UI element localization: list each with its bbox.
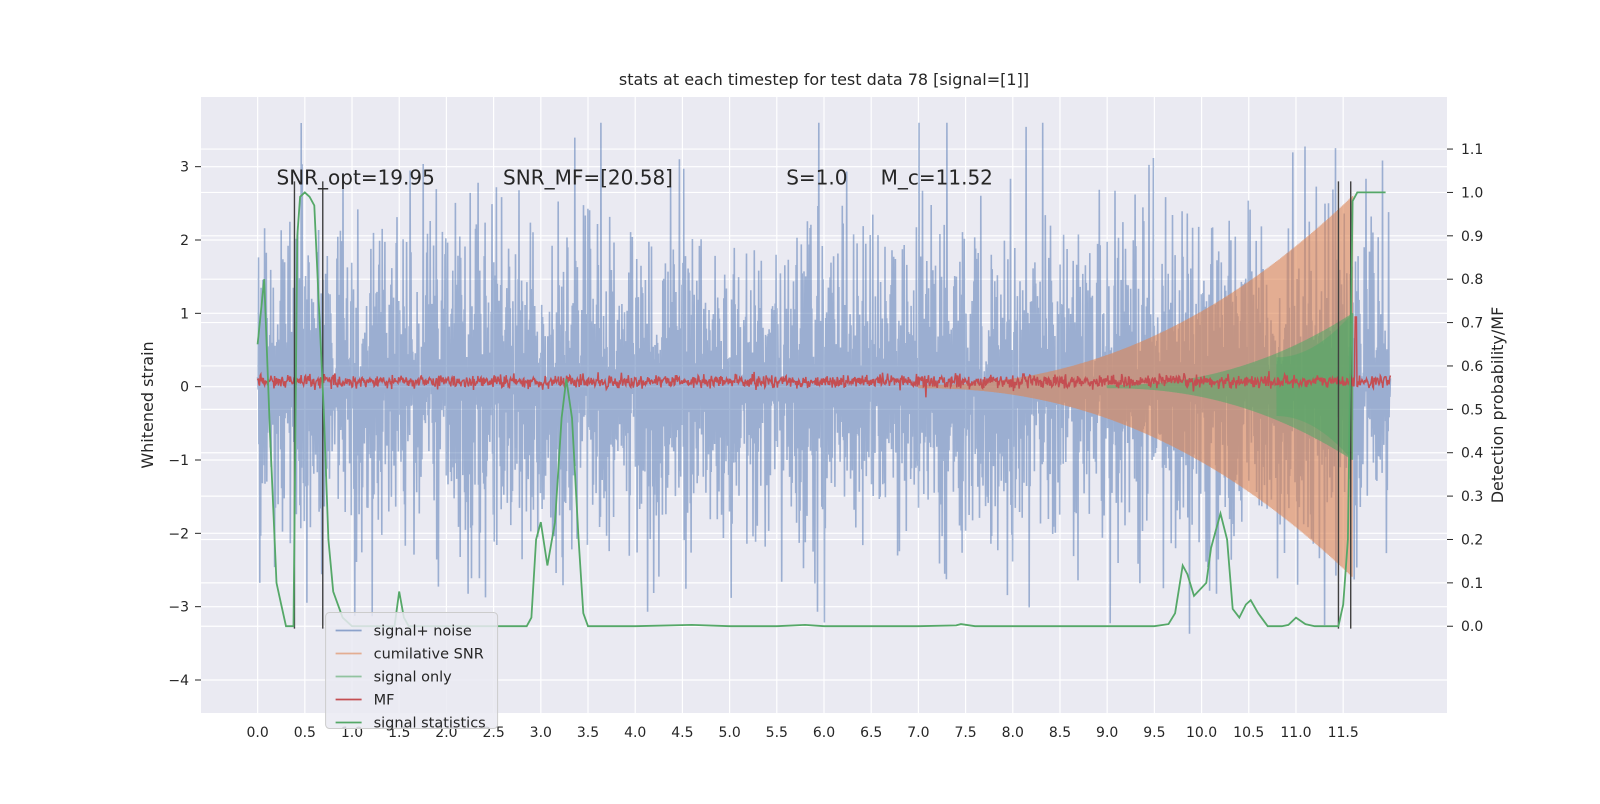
x-tick-label: 4.5 bbox=[671, 725, 693, 741]
x-tick-label: 11.0 bbox=[1280, 725, 1311, 741]
y2-tick-label: 0.6 bbox=[1461, 359, 1483, 375]
y2-tick-label: 1.0 bbox=[1461, 185, 1483, 201]
y2-tick-label: 0.1 bbox=[1461, 576, 1483, 592]
x-tick-label: 5.5 bbox=[766, 725, 788, 741]
x-tick-label: 5.0 bbox=[718, 725, 740, 741]
legend-label: cumilative SNR bbox=[374, 647, 484, 663]
x-tick-label: 4.0 bbox=[624, 725, 646, 741]
annotation-3: M_c=11.52 bbox=[881, 166, 993, 190]
y2-tick-label: 0.2 bbox=[1461, 532, 1483, 548]
x-tick-label: 6.5 bbox=[860, 725, 882, 741]
y-tick-label: −4 bbox=[168, 673, 189, 689]
x-tick-label: 0.5 bbox=[294, 725, 316, 741]
annotations: SNR_opt=19.95 SNR_MF=[20.58] S=1.0 M_c=11.5… bbox=[277, 166, 993, 190]
legend: signal+ noise cumilative SNR signal only MF… bbox=[325, 612, 499, 732]
y-tick-label: 3 bbox=[180, 160, 189, 176]
legend-label: MF bbox=[374, 693, 395, 709]
x-tick-label: 6.0 bbox=[813, 725, 835, 741]
y2-tick-label: 0.8 bbox=[1461, 272, 1483, 288]
x-tick-label: 3.5 bbox=[577, 725, 599, 741]
x-tick-label: 10.0 bbox=[1186, 725, 1217, 741]
series-mf-line bbox=[256, 316, 1392, 398]
legend-label: signal+ noise bbox=[374, 624, 472, 640]
y2-tick-label: 0.9 bbox=[1461, 229, 1483, 245]
x-tick-label: 10.5 bbox=[1233, 725, 1264, 741]
y-axis-label: Whitened strain bbox=[138, 341, 157, 468]
y2-tick-label: 0.5 bbox=[1461, 402, 1483, 418]
legend-box bbox=[325, 612, 499, 730]
legend-label: signal only bbox=[374, 670, 453, 686]
y-tick-label: 2 bbox=[180, 233, 189, 249]
x-tick-label: 7.0 bbox=[907, 725, 929, 741]
y2-tick-label: 0.4 bbox=[1461, 446, 1483, 462]
y-tick-label: 0 bbox=[180, 380, 189, 396]
y2-tick-label: 0.3 bbox=[1461, 489, 1483, 505]
series-signal-statistics-line bbox=[256, 191, 1386, 628]
x-tick-label: 3.0 bbox=[530, 725, 552, 741]
annotation-2: S=1.0 bbox=[786, 166, 847, 190]
x-tick-label: 8.5 bbox=[1049, 725, 1071, 741]
series-cumilative-snr-line bbox=[917, 195, 1354, 577]
annotation-1: SNR_MF=[20.58] bbox=[503, 166, 673, 190]
annotation-0: SNR_opt=19.95 bbox=[277, 166, 435, 190]
x-tick-label: 7.5 bbox=[954, 725, 976, 741]
chart-title: stats at each timestep for test data 78 … bbox=[619, 70, 1029, 89]
y-tick-label: −1 bbox=[168, 453, 189, 469]
x-tick-label: 8.0 bbox=[1002, 725, 1024, 741]
data-layer bbox=[256, 122, 1392, 634]
x-tick-label: 9.0 bbox=[1096, 725, 1118, 741]
y-tick-label: −2 bbox=[168, 526, 189, 542]
x-tick-label: 0.0 bbox=[247, 725, 269, 741]
series-signal-only-core bbox=[1276, 313, 1354, 460]
y2-tick-label: 0.0 bbox=[1461, 619, 1483, 635]
y2-axis-label: Detection probability/MF bbox=[1488, 307, 1507, 504]
y2-tick-label: 1.1 bbox=[1461, 142, 1483, 158]
y2-tick-label: 0.7 bbox=[1461, 316, 1483, 332]
tick-labels: 0.0 0.5 1.0 1.5 2.0 2.5 3.0 3.5 4.0 4.5 5.0 5.5 6.0 6… bbox=[168, 142, 1483, 741]
y-tick-label: 1 bbox=[180, 306, 189, 322]
x-tick-label: 11.5 bbox=[1328, 725, 1359, 741]
x-tick-label: 9.5 bbox=[1143, 725, 1165, 741]
y-tick-label: −3 bbox=[168, 600, 189, 616]
legend-label: signal statistics bbox=[374, 716, 486, 732]
